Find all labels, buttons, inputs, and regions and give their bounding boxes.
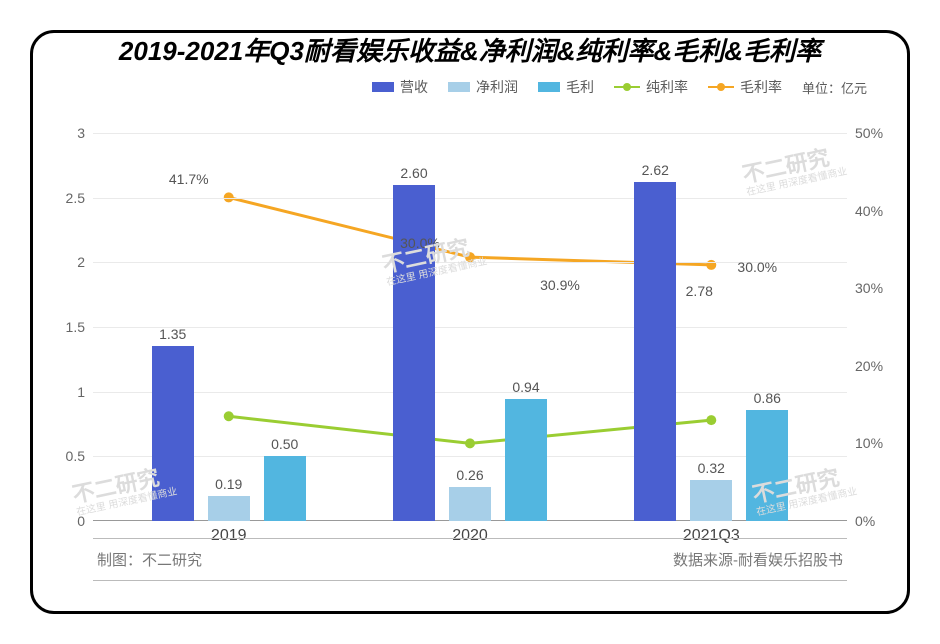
legend-label: 净利润 [476,77,518,97]
grid-line [93,456,847,457]
swatch-gross-margin [708,86,734,88]
bar-label: 2.62 [642,162,669,178]
legend-net-profit: 净利润 [448,77,518,97]
legend-revenue: 营收 [372,77,428,97]
bar-gross_profit [746,410,788,521]
bar-net_profit [449,487,491,521]
legend-label: 毛利率 [740,77,782,97]
y-right-tick: 0% [847,513,875,529]
grid-line [93,133,847,134]
footer-right: 数据来源-耐看娱乐招股书 [673,549,843,570]
grid-line [93,198,847,199]
y-right-tick: 30% [847,280,883,296]
legend-label: 毛利 [566,77,594,97]
bar-gross_profit [264,456,306,521]
grid-line [93,327,847,328]
y-left-tick: 0 [77,513,93,529]
y-right-tick: 40% [847,203,883,219]
bar-gross_profit [505,399,547,521]
legend-label: 营收 [400,77,428,97]
bar-label: 0.32 [698,460,725,476]
legend-net-margin: 纯利率 [614,77,688,97]
bar-revenue [634,182,676,521]
bar-net_profit [208,496,250,521]
marker-gross_margin [465,252,475,262]
swatch-net-margin [614,86,640,88]
bar-label: 0.94 [512,379,539,395]
marker-net_margin [224,411,234,421]
y-left-tick: 0.5 [66,448,93,464]
legend: 营收 净利润 毛利 纯利率 毛利率 单位：亿元 [33,77,867,97]
bar-label: 0.50 [271,436,298,452]
unit-label: 单位：亿元 [802,78,867,97]
chart-frame: 2019-2021年Q3耐看娱乐收益&净利润&纯利率&毛利&毛利率 营收 净利润… [30,30,910,614]
y-right-tick: 50% [847,125,883,141]
y-left-tick: 2.5 [66,190,93,206]
y-right-tick: 10% [847,435,883,451]
legend-label: 纯利率 [646,77,688,97]
grid-line [93,262,847,263]
y-left-tick: 1.5 [66,319,93,335]
marker-net_margin [465,438,475,448]
y-left-tick: 1 [77,384,93,400]
bar-label: 1.35 [159,326,186,342]
bar-label: 0.19 [215,476,242,492]
line-label: 41.7% [169,171,209,187]
plot-area: 00.511.522.530%10%20%30%40%50%1.350.190.… [93,133,847,521]
footer: 制图：不二研究 数据来源-耐看娱乐招股书 [93,538,847,581]
grid-line [93,392,847,393]
bar-label: 0.26 [456,467,483,483]
extra-label: 2.78 [686,283,713,299]
bar-label: 0.86 [754,390,781,406]
legend-gross-margin: 毛利率 [708,77,782,97]
y-left-tick: 2 [77,254,93,270]
bar-label: 2.60 [400,165,427,181]
legend-gross-profit: 毛利 [538,77,594,97]
footer-left: 制图：不二研究 [97,549,202,570]
marker-net_margin [706,415,716,425]
swatch-gross-profit [538,82,560,92]
line-label: 30.0% [400,235,440,251]
line-label: 30.9% [540,277,580,293]
bar-revenue [152,346,194,521]
chart-title: 2019-2021年Q3耐看娱乐收益&净利润&纯利率&毛利&毛利率 [109,31,831,68]
swatch-net-profit [448,82,470,92]
line-label: 30.0% [737,259,777,275]
y-right-tick: 20% [847,358,883,374]
y-left-tick: 3 [77,125,93,141]
title-wrap: 2019-2021年Q3耐看娱乐收益&净利润&纯利率&毛利&毛利率 [33,31,907,68]
bar-net_profit [690,480,732,521]
swatch-revenue [372,82,394,92]
